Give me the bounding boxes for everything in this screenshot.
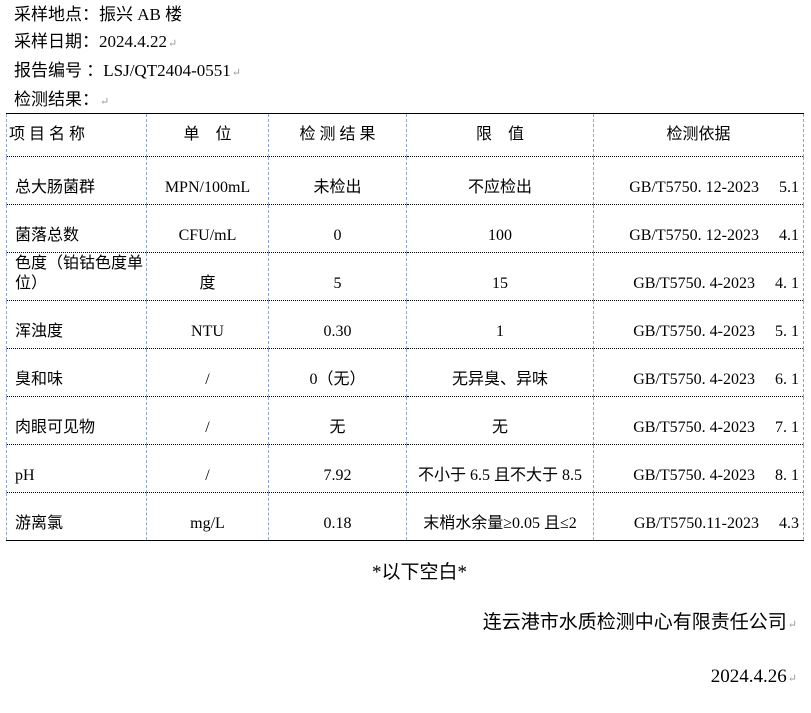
table-cell: 0 bbox=[268, 204, 407, 253]
report-date: 2024.4.26↵ bbox=[710, 666, 797, 687]
table-cell: 0.30 bbox=[268, 300, 407, 349]
table-cell: 浑浊度 bbox=[6, 300, 147, 349]
table-cell: GB/T5750. 4-2023 6. 1 bbox=[593, 348, 804, 397]
table-cell: 度 bbox=[146, 252, 269, 301]
table-cell: 肉眼可见物 bbox=[6, 396, 147, 445]
table-cell: 7.92 bbox=[268, 444, 407, 493]
column-header: 检 测 结 果 bbox=[268, 113, 407, 157]
table-row: pH/7.92 不小于 6.5 且不大于 8.5 GB/T5750. 4-2023 … bbox=[6, 444, 804, 493]
table-cell: 未检出 bbox=[268, 156, 407, 205]
report-date-text: 2024.4.26 bbox=[710, 666, 787, 687]
table-cell: 1 bbox=[406, 300, 594, 349]
table-cell: 无异臭、异味 bbox=[406, 348, 594, 397]
table-cell: 0.18 bbox=[268, 492, 407, 541]
report-header: 采样地点：振兴 AB 楼 采样日期：2024.4.22↵ 报告编号 ：LSJ/Q… bbox=[0, 0, 811, 112]
table-cell: GB/T5750. 4-2023 5. 1 bbox=[593, 300, 804, 349]
table-row: 肉眼可见物 / 无无 GB/T5750. 4-2023 7. 1 bbox=[6, 396, 804, 445]
table-cell: / bbox=[146, 396, 269, 445]
table-cell: 100 bbox=[406, 204, 594, 253]
blank-note: *以下空白* bbox=[372, 562, 468, 583]
table-cell: 末梢水余量≥0.05 且≤2 bbox=[406, 492, 594, 541]
table-cell: / bbox=[146, 348, 269, 397]
table-cell: mg/L bbox=[146, 492, 269, 541]
company-name-text: 连云港市水质检测中心有限责任公司 bbox=[482, 612, 787, 633]
column-header: 项 目 名 称 bbox=[6, 113, 147, 157]
table-row: 总大肠菌群 MPN/100mL 未检出 不应检出 GB/T5750. 12-2023 5… bbox=[6, 156, 804, 205]
table-cell: 无 bbox=[406, 396, 594, 445]
table-cell: 0（无） bbox=[268, 348, 407, 397]
results-label: 检测结果：↵ bbox=[14, 90, 110, 109]
table-cell: / bbox=[146, 444, 269, 493]
table-row: 臭和味/0（无） 无异臭、异味 GB/T5750. 4-2023 6. 1 bbox=[6, 348, 804, 397]
table-cell: 菌落总数 bbox=[6, 204, 147, 253]
report-number-text: 报告编号 ：LSJ/QT2404-0551 bbox=[14, 61, 231, 80]
table-header-row: 项 目 名 称单 位检 测 结 果限 值检测依据 bbox=[6, 113, 804, 157]
table-cell: GB/T5750. 4-2023 4. 1 bbox=[593, 252, 804, 301]
table-cell: 不应检出 bbox=[406, 156, 594, 205]
table-row: 游离氯 mg/L 0.18 末梢水余量≥0.05 且≤2 GB/T5750.11-202… bbox=[6, 492, 804, 541]
column-header: 限 值 bbox=[406, 113, 594, 157]
table-cell: 无 bbox=[268, 396, 407, 445]
table-cell: 5 bbox=[268, 252, 407, 301]
table-row: 色度（铂钴色度单位）度 5 15 GB/T5750. 4-2023 4. 1 bbox=[6, 252, 804, 301]
table-row: 菌落总数 CFU/mL 0 100 GB/T5750. 12-2023 4.1 bbox=[6, 204, 804, 253]
company-name: 连云港市水质检测中心有限责任公司↵ bbox=[482, 612, 797, 633]
table-cell: 不小于 6.5 且不大于 8.5 bbox=[406, 444, 594, 493]
column-header: 检测依据 bbox=[593, 113, 804, 157]
table-cell: GB/T5750. 4-2023 7. 1 bbox=[593, 396, 804, 445]
sampling-date-text: 采样日期：2024.4.22 bbox=[14, 32, 167, 51]
table-cell: NTU bbox=[146, 300, 269, 349]
table-cell: pH bbox=[6, 444, 147, 493]
table-cell: GB/T5750. 12-2023 5.1 bbox=[593, 156, 804, 205]
table-cell: 色度（铂钴色度单位） bbox=[6, 252, 147, 301]
results-label-text: 检测结果： bbox=[14, 90, 99, 109]
sampling-location: 采样地点：振兴 AB 楼 bbox=[14, 5, 183, 24]
table-cell: CFU/mL bbox=[146, 204, 269, 253]
table-cell: 游离氯 bbox=[6, 492, 147, 541]
results-table: 项 目 名 称单 位检 测 结 果限 值检测依据 总大肠菌群 MPN/100mL 未检… bbox=[6, 113, 804, 541]
table-cell: GB/T5750.11-2023 4.3 bbox=[593, 492, 804, 541]
table-cell: 15 bbox=[406, 252, 594, 301]
table-cell: GB/T5750. 4-2023 8. 1 bbox=[593, 444, 804, 493]
column-header: 单 位 bbox=[146, 113, 269, 157]
table-cell: MPN/100mL bbox=[146, 156, 269, 205]
report-number: 报告编号 ：LSJ/QT2404-0551↵ bbox=[14, 61, 241, 80]
table-row: 浑浊度 NTU 0.30 1 GB/T5750. 4-2023 5. 1 bbox=[6, 300, 804, 349]
table-cell: 总大肠菌群 bbox=[6, 156, 147, 205]
table-cell: 臭和味 bbox=[6, 348, 147, 397]
table-cell: GB/T5750. 12-2023 4.1 bbox=[593, 204, 804, 253]
sampling-date: 采样日期：2024.4.22↵ bbox=[14, 32, 178, 51]
